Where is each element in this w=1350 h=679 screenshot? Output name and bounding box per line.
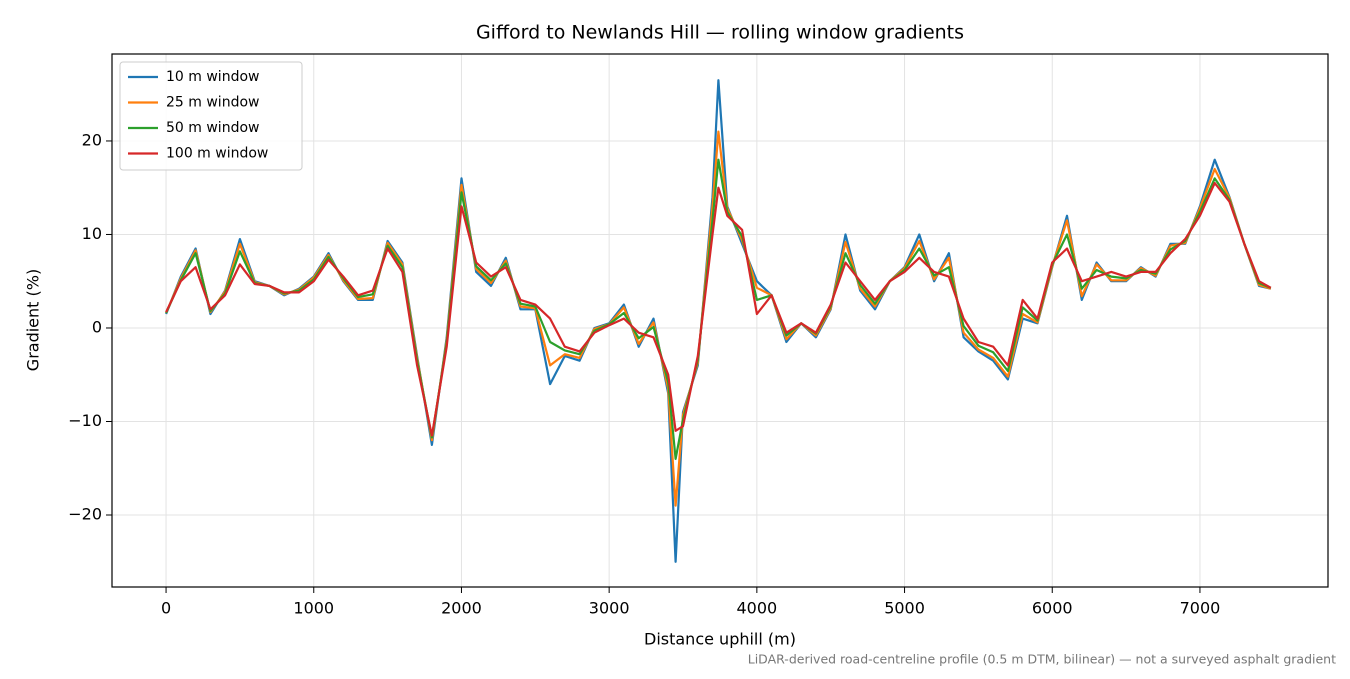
y-tick-label: 20 — [82, 130, 102, 149]
series-line — [165, 158, 1272, 460]
x-tick-label: 0 — [161, 599, 171, 618]
legend: 10 m window 25 m window 50 m window 100 m w… — [119, 61, 303, 171]
legend-label: 25 m window — [166, 95, 259, 111]
x-tick-label: 3000 — [589, 599, 630, 618]
y-axis-label: Gradient (%) — [24, 269, 43, 371]
legend-label: 10 m window — [166, 69, 259, 85]
x-tick-label: 1000 — [293, 599, 334, 618]
x-tick-label: 6000 — [1032, 599, 1073, 618]
series-line — [165, 130, 1272, 507]
legend-label: 50 m window — [166, 120, 259, 136]
x-tick-label: 4000 — [736, 599, 777, 618]
y-tick-label: −10 — [68, 411, 102, 430]
legend-label: 100 m window — [166, 146, 268, 162]
x-axis-label: Distance uphill (m) — [644, 630, 796, 649]
x-tick-label: 5000 — [884, 599, 925, 618]
legend-box — [119, 61, 303, 171]
x-tick-label: 7000 — [1180, 599, 1221, 618]
plot-frame — [111, 53, 1329, 588]
footnote: LiDAR-derived road-centreline profile (0… — [748, 652, 1336, 667]
y-tick-label: 10 — [82, 224, 102, 243]
chart-title: Gifford to Newlands Hill — rolling windo… — [476, 22, 964, 44]
series-line — [165, 79, 1272, 563]
y-tick-label: 0 — [92, 317, 102, 336]
series-line — [165, 181, 1272, 437]
x-tick-label: 2000 — [441, 599, 482, 618]
y-tick-label: −20 — [68, 504, 102, 523]
